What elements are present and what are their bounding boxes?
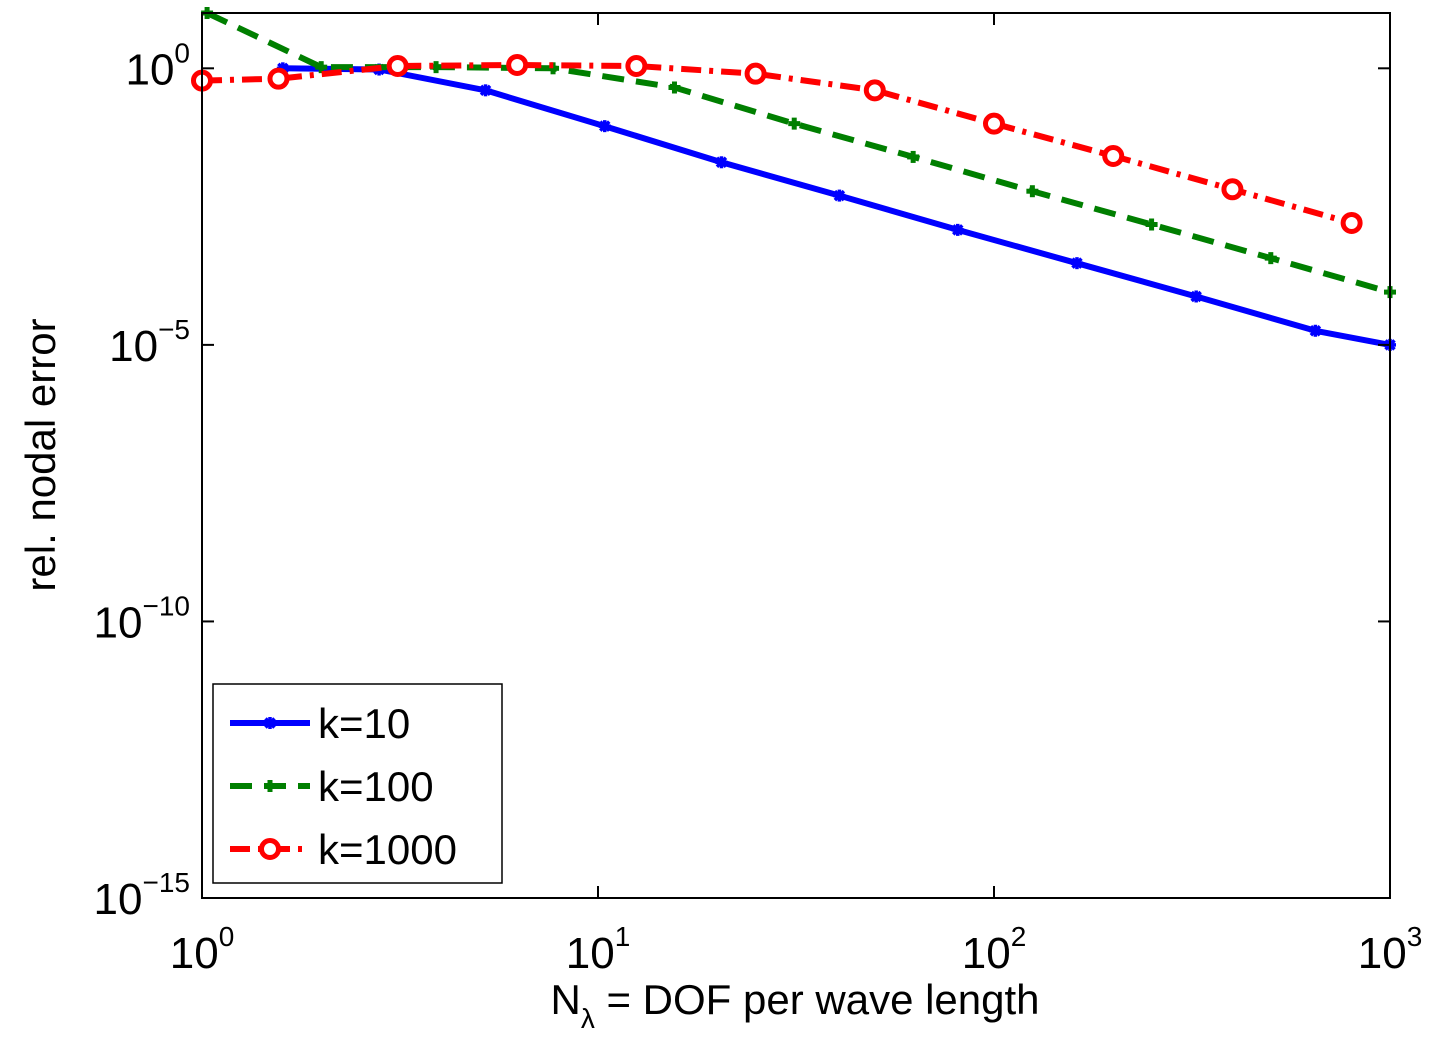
data-point — [744, 62, 767, 85]
legend: k=10 k=100 k=1000 — [212, 683, 503, 884]
data-point — [1102, 144, 1125, 167]
data-point — [1190, 290, 1203, 303]
legend-marker — [259, 838, 281, 860]
data-point — [315, 61, 328, 74]
y-tick-label: 10−15 — [94, 867, 190, 924]
y-tick-label: 10−10 — [94, 590, 190, 647]
x-axis-title: Nλ = DOF per wave length — [550, 976, 1039, 1034]
data-point — [386, 55, 409, 78]
y-tick-label: 10−5 — [109, 314, 190, 371]
x-axis-title-sub: λ — [581, 1003, 595, 1034]
x-tick-label: 103 — [1358, 921, 1423, 978]
data-point — [788, 117, 801, 130]
data-point — [506, 53, 529, 76]
legend-marker — [264, 717, 276, 729]
legend-label: k=1000 — [318, 826, 457, 873]
data-point — [1309, 324, 1322, 337]
series-k=1000 — [191, 53, 1363, 234]
legend-marker — [264, 780, 276, 792]
data-point — [951, 223, 964, 236]
series-k=10 — [276, 62, 1396, 351]
data-point — [983, 112, 1005, 135]
data-point — [833, 189, 846, 202]
data-point — [598, 120, 611, 133]
x-axis-title-base: N — [550, 976, 580, 1023]
x-tick-label: 101 — [566, 921, 631, 978]
series-layer — [191, 7, 1396, 351]
tick-layer: 100 101 102 103 100 10−5 10−10 10−15 — [94, 13, 1423, 978]
y-tick-label: 100 — [125, 37, 190, 94]
data-point — [863, 79, 886, 102]
data-point — [625, 55, 648, 78]
data-point — [1340, 211, 1363, 234]
data-point — [1145, 218, 1158, 231]
x-tick-label: 102 — [962, 921, 1027, 978]
x-axis-title-rest: = DOF per wave length — [595, 976, 1040, 1023]
y-axis-title: rel. nodal error — [17, 318, 64, 591]
plot-frame — [201, 12, 1391, 899]
data-point — [267, 67, 290, 90]
series-line — [201, 62, 1353, 226]
x-tick-label: 100 — [170, 921, 235, 978]
data-point — [668, 81, 681, 94]
legend-label: k=10 — [318, 700, 410, 747]
legend-label: k=100 — [318, 763, 434, 810]
data-point — [479, 84, 492, 97]
data-point — [907, 150, 920, 163]
data-point — [715, 156, 728, 169]
data-point — [1070, 257, 1083, 270]
data-point — [1264, 252, 1277, 265]
data-point — [1221, 178, 1244, 201]
data-point — [1026, 185, 1039, 198]
